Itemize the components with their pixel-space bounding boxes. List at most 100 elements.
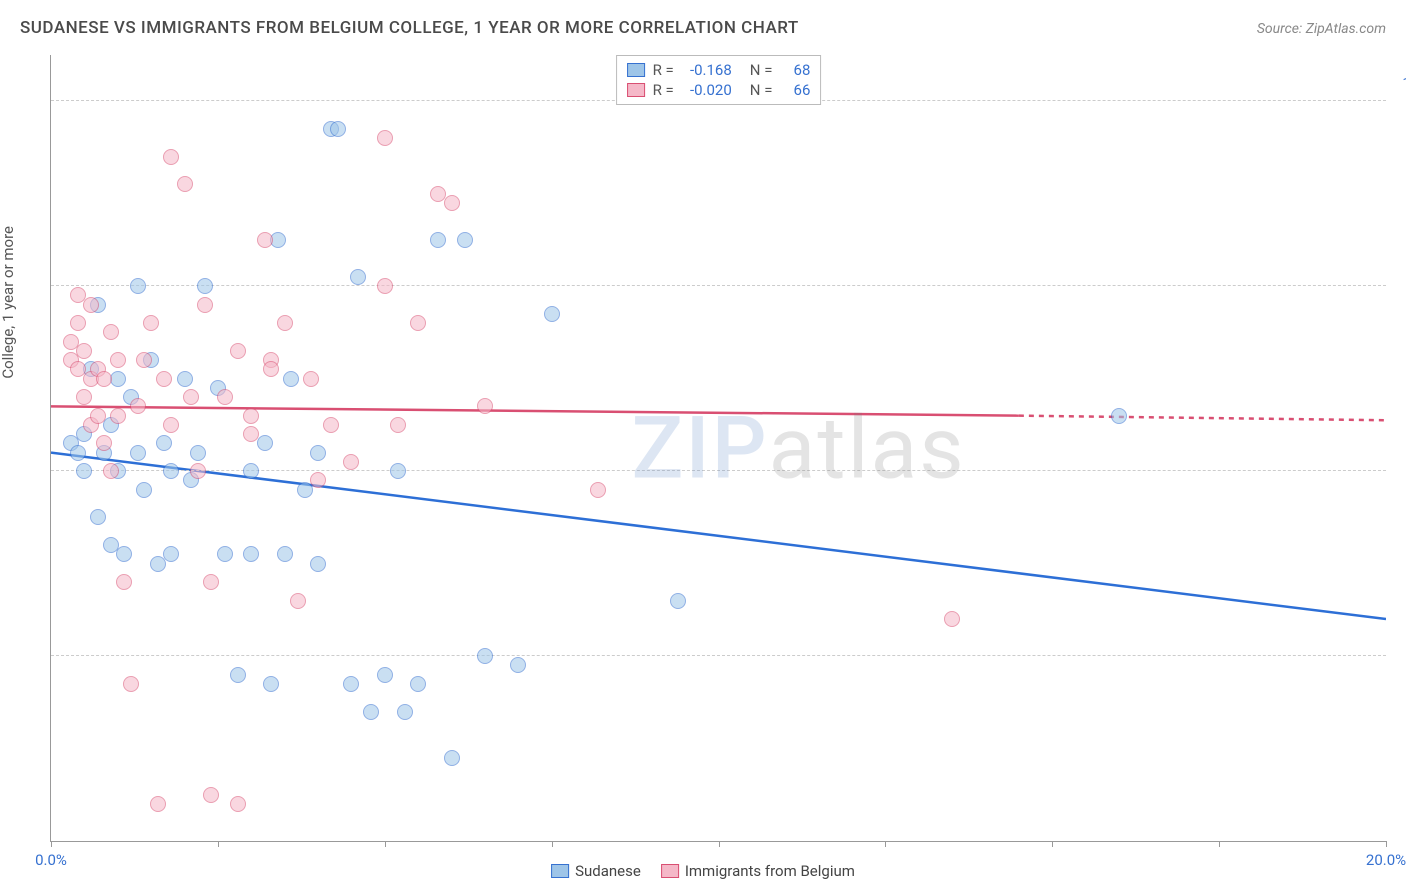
data-point <box>76 389 92 405</box>
y-tick-label: 80.0% <box>1391 259 1406 277</box>
r-value: -0.168 <box>682 61 732 79</box>
correlation-legend: R = -0.168 N = 68R = -0.020 N = 66 <box>616 55 822 105</box>
data-point <box>230 667 246 683</box>
data-point <box>103 463 119 479</box>
data-point <box>163 463 179 479</box>
r-label: R = <box>653 81 674 99</box>
data-point <box>230 343 246 359</box>
y-axis-label: College, 1 year or more <box>0 226 17 379</box>
data-point <box>143 315 159 331</box>
data-point <box>123 676 139 692</box>
data-point <box>163 546 179 562</box>
source-attribution: Source: ZipAtlas.com <box>1257 21 1386 37</box>
data-point <box>110 408 126 424</box>
data-point <box>544 306 560 322</box>
x-tick <box>51 841 52 847</box>
legend-swatch <box>627 63 645 77</box>
data-point <box>343 454 359 470</box>
data-point <box>76 463 92 479</box>
r-label: R = <box>653 61 674 79</box>
data-point <box>96 371 112 387</box>
data-point <box>83 297 99 313</box>
y-tick-label: 40.0% <box>1391 629 1406 647</box>
data-point <box>377 278 393 294</box>
x-tick <box>719 841 720 847</box>
data-point <box>103 324 119 340</box>
data-point <box>390 417 406 433</box>
x-tick <box>1219 841 1220 847</box>
data-point <box>350 269 366 285</box>
x-tick <box>1386 841 1387 847</box>
legend-label: Sudanese <box>575 862 641 880</box>
trend-lines <box>51 55 1386 841</box>
n-value: 68 <box>780 61 810 79</box>
data-point <box>303 371 319 387</box>
data-point <box>323 417 339 433</box>
data-point <box>190 463 206 479</box>
data-point <box>217 389 233 405</box>
data-point <box>130 278 146 294</box>
data-point <box>90 509 106 525</box>
data-point <box>257 435 273 451</box>
data-point <box>277 546 293 562</box>
data-point <box>510 657 526 673</box>
x-tick-label: 20.0% <box>1366 851 1406 869</box>
data-point <box>444 195 460 211</box>
data-point <box>410 315 426 331</box>
data-point <box>163 417 179 433</box>
y-tick-label: 100.0% <box>1391 74 1406 92</box>
x-tick <box>885 841 886 847</box>
data-point <box>397 704 413 720</box>
data-point <box>230 796 246 812</box>
data-point <box>277 315 293 331</box>
data-point <box>310 472 326 488</box>
data-point <box>96 435 112 451</box>
data-point <box>130 398 146 414</box>
data-point <box>217 546 233 562</box>
x-tick <box>385 841 386 847</box>
data-point <box>310 556 326 572</box>
series-legend: Sudanese Immigrants from Belgium <box>551 862 855 880</box>
data-point <box>243 426 259 442</box>
grid-line <box>51 655 1386 656</box>
legend-swatch <box>627 83 645 97</box>
data-point <box>183 389 199 405</box>
data-point <box>190 445 206 461</box>
n-value: 66 <box>780 81 810 99</box>
data-point <box>377 667 393 683</box>
data-point <box>330 121 346 137</box>
data-point <box>197 297 213 313</box>
data-point <box>150 796 166 812</box>
data-point <box>177 371 193 387</box>
y-tick-label: 60.0% <box>1391 444 1406 462</box>
data-point <box>444 750 460 766</box>
data-point <box>477 398 493 414</box>
data-point <box>156 435 172 451</box>
data-point <box>263 676 279 692</box>
watermark-zip: ZIP <box>632 398 769 499</box>
legend-label: Immigrants from Belgium <box>685 862 855 880</box>
legend-item: Immigrants from Belgium <box>661 862 855 880</box>
correlation-row: R = -0.168 N = 68 <box>627 60 811 80</box>
n-label: N = <box>750 61 773 79</box>
data-point <box>203 787 219 803</box>
chart-title: SUDANESE VS IMMIGRANTS FROM BELGIUM COLL… <box>20 18 799 38</box>
data-point <box>136 352 152 368</box>
data-point <box>457 232 473 248</box>
data-point <box>243 463 259 479</box>
data-point <box>363 704 379 720</box>
x-tick <box>552 841 553 847</box>
r-value: -0.020 <box>682 81 732 99</box>
legend-item: Sudanese <box>551 862 641 880</box>
data-point <box>177 176 193 192</box>
data-point <box>90 408 106 424</box>
x-tick-label: 0.0% <box>35 851 67 869</box>
data-point <box>1111 408 1127 424</box>
data-point <box>70 445 86 461</box>
data-point <box>243 546 259 562</box>
data-point <box>343 676 359 692</box>
data-point <box>590 482 606 498</box>
data-point <box>430 232 446 248</box>
plot-region: ZIPatlas R =-0.168N =68R =-0.020N =66 40… <box>50 55 1386 842</box>
data-point <box>203 574 219 590</box>
